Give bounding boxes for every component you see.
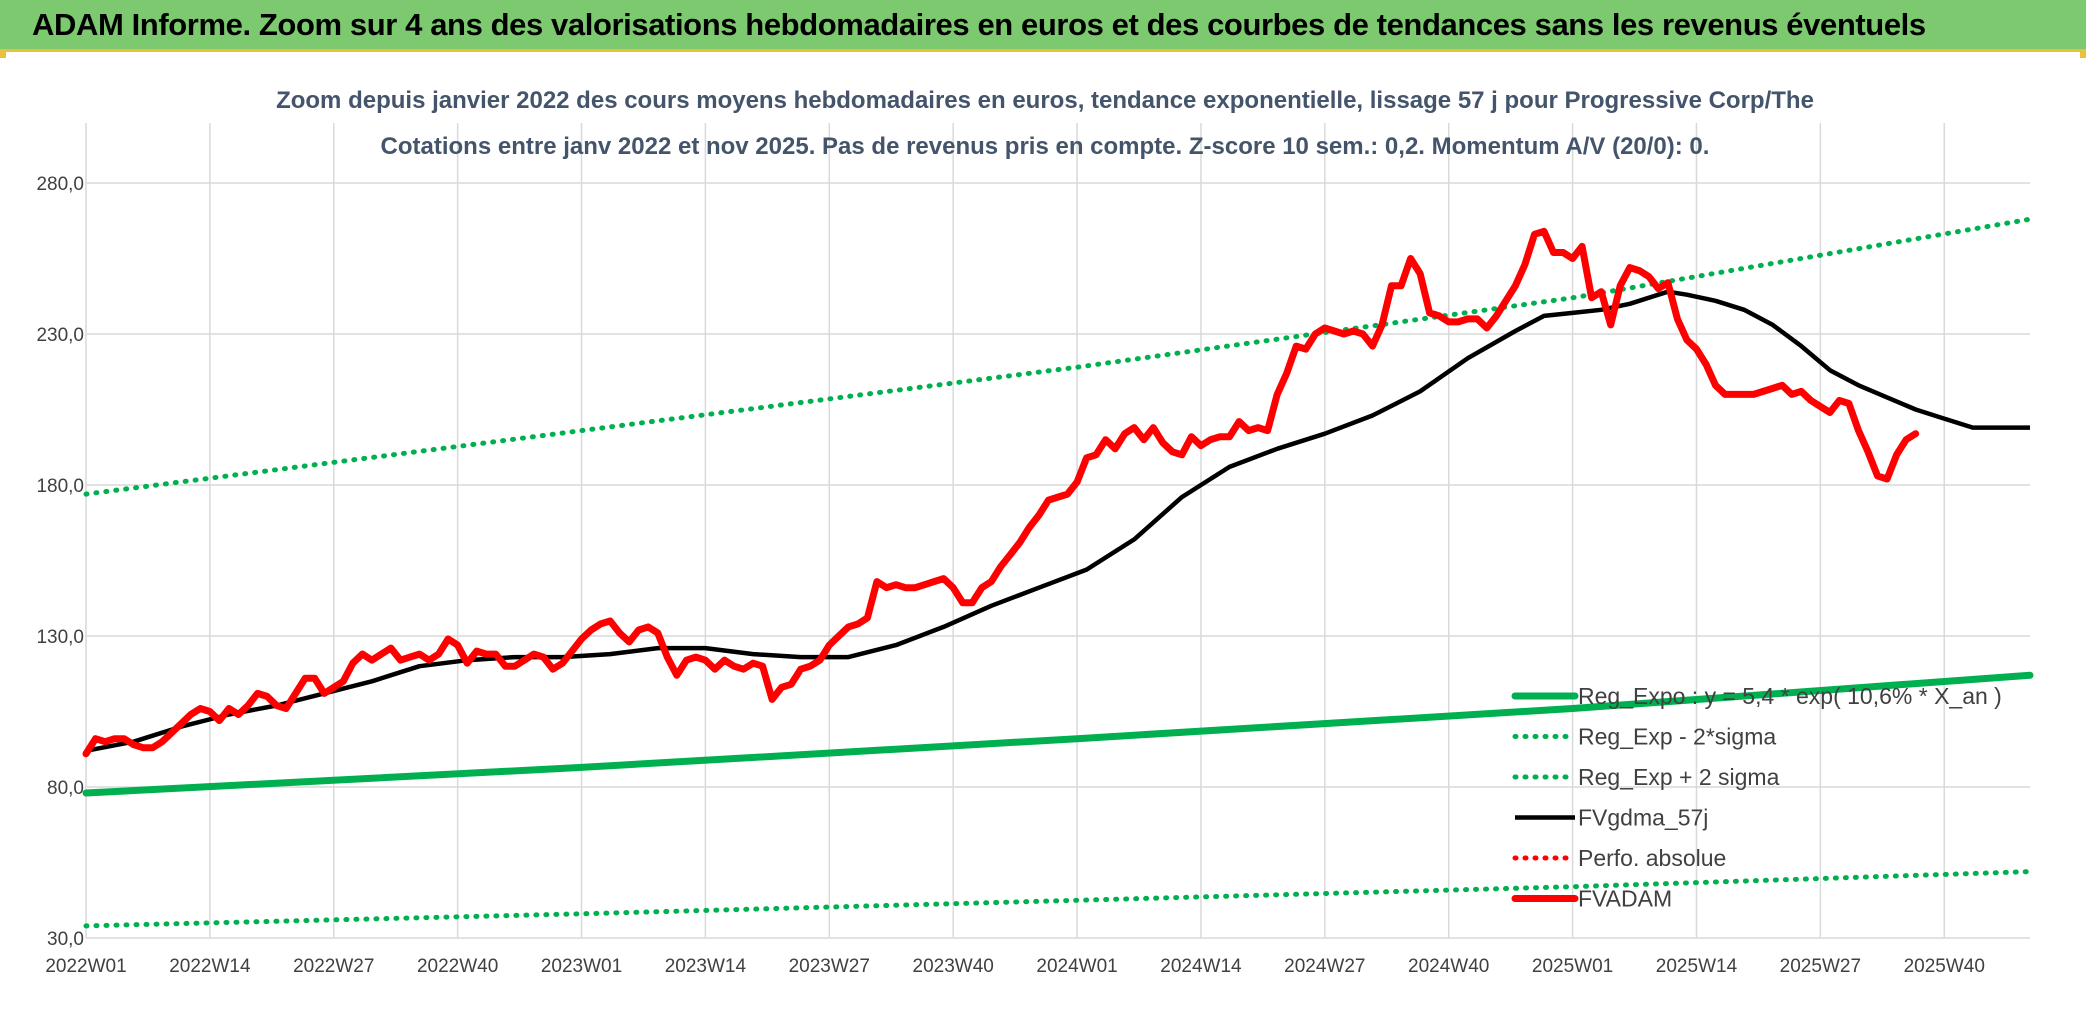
series-line-fvgdma-57j (85, 289, 2030, 754)
y-tick-label: 130,0 (36, 627, 84, 648)
chart-area: Zoom depuis janvier 2022 des cours moyen… (0, 55, 2086, 1031)
x-tick-label: 2023W40 (913, 956, 994, 977)
x-tick-label: 2024W01 (1036, 956, 1117, 977)
series-line-fvadam (82, 227, 1920, 758)
legend-label: Reg_Exp + 2 sigma (1578, 764, 1780, 790)
legend-label: Reg_Exp - 2*sigma (1578, 724, 1776, 750)
chart-title-line-1: Zoom depuis janvier 2022 des cours moyen… (276, 87, 1814, 114)
y-tick-label: 180,0 (36, 476, 84, 497)
y-tick-label: 230,0 (36, 325, 84, 346)
y-tick-label: 80,0 (47, 778, 84, 799)
chart-title-line-2: Cotations entre janv 2022 et nov 2025. P… (381, 133, 1710, 160)
x-tick-label: 2025W14 (1656, 956, 1738, 977)
x-tick-label: 2023W14 (665, 956, 747, 977)
x-tick-label: 2024W40 (1408, 956, 1489, 977)
x-tick-label: 2025W01 (1532, 956, 1613, 977)
legend-label: Reg_Expo : y = 5,4 * exp( 10,6% * X_an ) (1578, 683, 2002, 709)
y-axis-labels: 30,0 80,0 130,0 180,0 230,0 280,0 (36, 174, 84, 950)
x-tick-label: 2025W40 (1904, 956, 1985, 977)
x-tick-label: 2025W27 (1780, 956, 1861, 977)
x-tick-label: 2022W27 (293, 956, 374, 977)
chart-grid (85, 123, 2030, 939)
legend-label: Perfo. absolue (1578, 845, 1726, 871)
y-tick-label: 30,0 (47, 929, 84, 950)
x-tick-label: 2022W40 (417, 956, 498, 977)
x-tick-label: 2023W27 (789, 956, 870, 977)
chart-svg: Zoom depuis janvier 2022 des cours moyen… (36, 87, 2034, 977)
banner-corner-right (2080, 52, 2086, 58)
x-tick-label: 2022W14 (169, 956, 251, 977)
x-axis-labels: 2022W01 2022W14 2022W27 2022W40 2023W01 2023W… (45, 956, 1985, 977)
chart-series (82, 216, 2034, 929)
series-line-reg-exp-2-sigma (83, 216, 2033, 497)
x-tick-label: 2022W01 (45, 956, 126, 977)
series-line-reg-expo-y-5-4-exp-10-6-x-an (82, 671, 2034, 797)
report-title: ADAM Informe. Zoom sur 4 ans des valoris… (32, 7, 1926, 42)
x-tick-label: 2024W27 (1284, 956, 1365, 977)
chart-legend: Reg_Expo : y = 5,4 * exp( 10,6% * X_an )… (1511, 683, 2002, 912)
legend-label: FVADAM (1578, 886, 1672, 912)
report-banner: ADAM Informe. Zoom sur 4 ans des valoris… (0, 0, 2086, 52)
x-tick-label: 2023W01 (541, 956, 622, 977)
legend-label: FVgdma_57j (1578, 805, 1708, 831)
series-line-reg-exp-2-sigma (83, 869, 2033, 929)
y-tick-label: 280,0 (36, 174, 84, 195)
x-tick-label: 2024W14 (1160, 956, 1242, 977)
banner-corner-left (0, 52, 6, 58)
